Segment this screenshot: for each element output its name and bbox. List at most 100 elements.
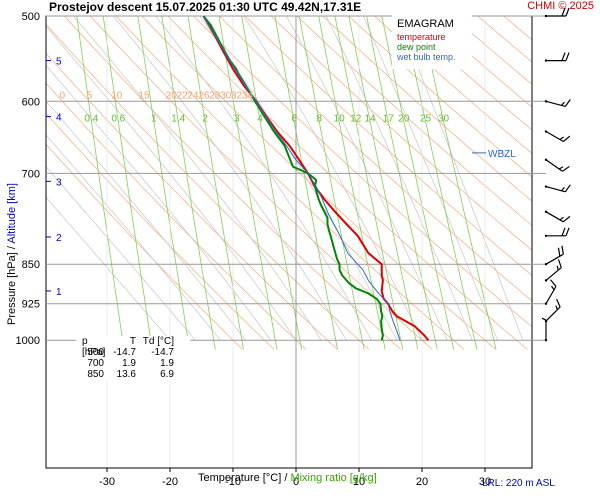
moist-adiabat-line xyxy=(397,16,524,341)
dry-adiabat-line xyxy=(46,112,275,350)
dry-adiabat-line xyxy=(193,16,532,328)
altitude-tick-label: 1 xyxy=(56,287,62,298)
table-cell: 700 xyxy=(87,358,104,369)
theta-label: 30 xyxy=(220,90,232,101)
dry-adiabat-line xyxy=(555,16,600,350)
x-label-mixing-ratio: Mixing ratio [g/kg] xyxy=(290,472,377,484)
mixing-ratio-label: 8 xyxy=(316,113,322,124)
wind-barb-staff xyxy=(545,211,564,223)
pressure-tick-label: 1000 xyxy=(16,335,40,347)
y-label-pressure: Pressure [hPa] xyxy=(6,252,18,325)
moist-adiabat-line xyxy=(46,165,196,341)
moist-adiabat-line xyxy=(46,64,272,341)
wind-barb xyxy=(544,245,564,266)
theta-label: 10 xyxy=(111,90,123,101)
wind-barb xyxy=(544,279,557,305)
wind-barb-flag xyxy=(561,52,566,61)
dry-adiabat-line xyxy=(425,16,532,108)
mixing-ratio-line xyxy=(137,16,190,350)
theta-label: 26 xyxy=(198,90,210,101)
wind-barb-staff xyxy=(545,159,563,172)
table-header-row: p [hPa] T Td [°C] xyxy=(76,336,190,358)
altitude-tick-label: 5 xyxy=(56,57,62,68)
theta-label: 32 xyxy=(231,90,243,101)
wind-barb xyxy=(544,52,570,62)
wind-barb xyxy=(544,184,571,193)
moist-adiabat-line xyxy=(243,16,423,341)
legend-title: EMAGRAM xyxy=(397,18,454,30)
dry-adiabat-line xyxy=(374,16,532,154)
mixing-ratio-line xyxy=(334,16,404,350)
dry-adiabat-line xyxy=(89,16,433,350)
mixing-ratio-line xyxy=(218,16,278,350)
mixing-ratio-line xyxy=(161,16,216,350)
mixing-ratio-line xyxy=(420,16,497,350)
y-label-sep: / xyxy=(6,246,18,250)
wind-barb-flag xyxy=(565,52,570,61)
wind-barb xyxy=(544,227,570,237)
legend-entry-temperature: temperature xyxy=(397,32,446,42)
table-row: 500 -14.7 -14.7 xyxy=(76,347,190,358)
mixing-ratio-line xyxy=(102,16,153,350)
dry-adiabat-line xyxy=(167,16,528,350)
legend: EMAGRAM temperature dew point wet bulb t… xyxy=(392,15,472,69)
dry-adiabat-line xyxy=(322,16,532,202)
mixing-ratio-label: 0.4 xyxy=(84,113,98,124)
wind-barb xyxy=(544,99,571,108)
wind-barb-flag xyxy=(562,215,571,223)
table-cell: 6.9 xyxy=(160,369,174,380)
wind-barb xyxy=(541,317,548,342)
dry-adiabat-line xyxy=(46,143,243,350)
table-row: 850 13.6 6.9 xyxy=(76,369,190,380)
table-cell: 1.9 xyxy=(122,358,136,369)
table-row: 700 1.9 1.9 xyxy=(76,358,190,369)
pressure-tick-label: 700 xyxy=(22,168,40,180)
theta-label: 20 xyxy=(166,90,178,101)
wind-barb-flag xyxy=(562,165,570,172)
level-table: p [hPa] T Td [°C] 500 -14.7 -14.7 700 1.… xyxy=(76,336,190,380)
table-header-t: T xyxy=(129,336,136,347)
mixing-ratio-label: 25 xyxy=(420,113,432,124)
mixing-ratio-label: 4 xyxy=(257,113,263,124)
x-label-temperature: Temperature [°C] xyxy=(198,472,282,484)
wind-barb-flag xyxy=(562,135,571,142)
lrl-text: LRL: 220 m ASL xyxy=(482,478,555,489)
dry-adiabat-line xyxy=(46,52,338,350)
chart-title: Prostejov descent 15.07.2025 01:30 UTC 4… xyxy=(49,0,362,14)
mixing-ratio-label: 30 xyxy=(438,113,450,124)
temperature-tick-label: -30 xyxy=(99,476,115,488)
wind-barb-flag xyxy=(565,7,570,17)
pressure-tick-label: 500 xyxy=(22,11,40,23)
wind-barb-flag xyxy=(561,227,566,237)
wind-barb-half-flag xyxy=(561,186,565,192)
y-label-altitude: Altitude [km] xyxy=(6,183,18,244)
dry-adiabat-line xyxy=(64,16,402,350)
mixing-ratio-label: 14 xyxy=(364,113,376,124)
mixing-ratio-line xyxy=(366,16,438,350)
theta-label: 34 xyxy=(242,90,254,101)
wbzl-label: WBZL xyxy=(488,149,516,160)
wind-barb xyxy=(544,130,571,143)
pressure-tick-label: 850 xyxy=(22,259,40,271)
dry-adiabat-line xyxy=(244,16,532,276)
dry-adiabat-line xyxy=(477,16,532,63)
wind-barb-flag xyxy=(561,245,564,255)
wind-barb-half-flag xyxy=(561,101,565,106)
dry-adiabat-line xyxy=(46,23,370,350)
dry-adiabat-line xyxy=(503,16,532,41)
wind-barb-flag xyxy=(565,227,570,237)
mixing-ratio-label: 20 xyxy=(398,113,410,124)
wind-barb-flag xyxy=(550,279,557,287)
mixing-ratio-line xyxy=(241,16,302,350)
temperature-tick-label: -20 xyxy=(162,476,178,488)
wind-barb-half-flag xyxy=(559,216,564,221)
credit-text: CHMI © 2025 xyxy=(527,0,594,12)
wind-barb-half-flag xyxy=(555,305,558,310)
wind-barb-flag xyxy=(564,99,571,107)
theta-label: 28 xyxy=(209,90,221,101)
mixing-ratio-label: 3 xyxy=(234,113,240,124)
wind-barb-half-flag xyxy=(556,265,559,271)
mixing-ratio-label: 1 xyxy=(151,113,157,124)
legend-entry-dew-point: dew point xyxy=(397,42,436,52)
table-cell: 1.9 xyxy=(160,358,174,369)
